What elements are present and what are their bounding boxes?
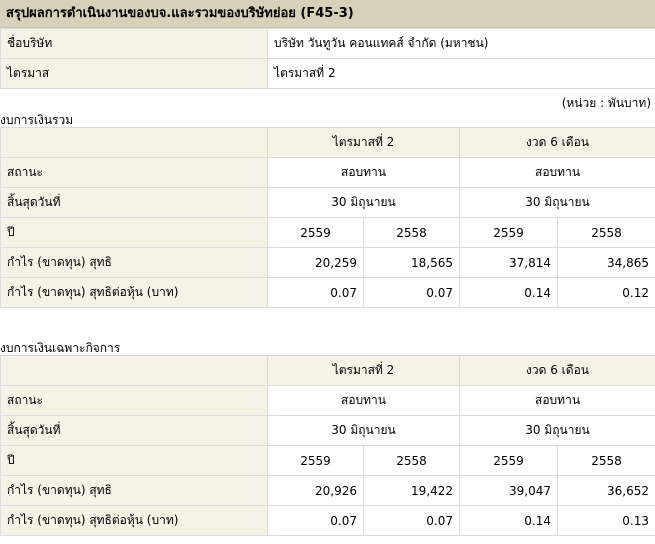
company-info-table: ชื่อบริษัท บริษัท วันทูวัน คอนแทคส์ จำกั…: [0, 28, 655, 89]
eps-cell: 0.14: [459, 505, 559, 536]
company-label: ชื่อบริษัท: [0, 28, 268, 59]
blank-cell: [0, 127, 268, 158]
eps-cell: 0.14: [459, 277, 559, 308]
eps-cell: 0.07: [362, 505, 461, 536]
eps-cell: 0.07: [362, 277, 461, 308]
quarter-label: ไตรมาส: [0, 58, 268, 89]
company-only-heading: งบการเงินเฉพาะกิจการ: [0, 341, 121, 355]
year-cell: 2559: [459, 445, 559, 476]
year-cell: 2558: [362, 445, 461, 476]
eps-label: กำไร (ขาดทุน) สุทธิต่อหุ้น (บาท): [0, 277, 268, 308]
status-row: สถานะ สอบทาน สอบทาน: [0, 157, 655, 188]
profit-cell: 18,565: [362, 247, 461, 278]
enddate-6month: 30 มิถุนายน: [459, 187, 655, 218]
status-label: สถานะ: [0, 157, 268, 188]
year-cell: 2558: [362, 217, 461, 248]
year-row: ปี 2559 2558 2559 2558: [0, 217, 655, 248]
profit-cell: 39,047: [459, 475, 559, 506]
enddate-row: สิ้นสุดวันที่ 30 มิถุนายน 30 มิถุนายน: [0, 415, 655, 446]
unit-note: (หน่วย : พันบาท): [561, 96, 651, 110]
status-label: สถานะ: [0, 385, 268, 416]
year-cell: 2558: [557, 445, 655, 476]
status-6month: สอบทาน: [459, 157, 655, 188]
year-label: ปี: [0, 217, 268, 248]
year-row: ปี 2559 2558 2559 2558: [0, 445, 655, 476]
status-quarter: สอบทาน: [266, 157, 461, 188]
period-6month: งวด 6 เดือน: [459, 355, 655, 386]
year-cell: 2559: [459, 217, 559, 248]
profit-cell: 19,422: [362, 475, 461, 506]
company-row: ชื่อบริษัท บริษัท วันทูวัน คอนแทคส์ จำกั…: [0, 28, 655, 59]
period-quarter: ไตรมาสที่ 2: [266, 127, 461, 158]
blank-cell: [0, 355, 268, 386]
enddate-label: สิ้นสุดวันที่: [0, 187, 268, 218]
year-cell: 2559: [267, 445, 364, 476]
company-only-table: ไตรมาสที่ 2 งวด 6 เดือน สถานะ สอบทาน สอบ…: [0, 355, 655, 536]
status-row: สถานะ สอบทาน สอบทาน: [0, 385, 655, 416]
eps-cell: 0.13: [557, 505, 655, 536]
company-value: บริษัท วันทูวัน คอนแทคส์ จำกัด (มหาชน): [267, 28, 655, 59]
profit-cell: 20,259: [267, 247, 364, 278]
year-cell: 2559: [267, 217, 364, 248]
profit-row: กำไร (ขาดทุน) สุทธิ 20,926 19,422 39,047…: [0, 475, 655, 506]
eps-cell: 0.07: [267, 505, 364, 536]
period-6month: งวด 6 เดือน: [459, 127, 655, 158]
profit-label: กำไร (ขาดทุน) สุทธิ: [0, 247, 268, 278]
period-row: ไตรมาสที่ 2 งวด 6 เดือน: [0, 355, 655, 386]
profit-label: กำไร (ขาดทุน) สุทธิ: [0, 475, 268, 506]
eps-cell: 0.12: [557, 277, 655, 308]
page-title: สรุปผลการดำเนินงานของบจ.และรวมของบริษัทย…: [0, 0, 655, 28]
enddate-row: สิ้นสุดวันที่ 30 มิถุนายน 30 มิถุนายน: [0, 187, 655, 218]
consolidated-table: ไตรมาสที่ 2 งวด 6 เดือน สถานะ สอบทาน สอบ…: [0, 127, 655, 308]
enddate-quarter: 30 มิถุนายน: [266, 415, 461, 446]
quarter-row: ไตรมาส ไตรมาสที่ 2: [0, 58, 655, 89]
enddate-6month: 30 มิถุนายน: [459, 415, 655, 446]
profit-row: กำไร (ขาดทุน) สุทธิ 20,259 18,565 37,814…: [0, 247, 655, 278]
profit-cell: 20,926: [267, 475, 364, 506]
year-cell: 2558: [557, 217, 655, 248]
eps-cell: 0.07: [267, 277, 364, 308]
profit-cell: 34,865: [557, 247, 655, 278]
quarter-value: ไตรมาสที่ 2: [267, 58, 655, 89]
eps-label: กำไร (ขาดทุน) สุทธิต่อหุ้น (บาท): [0, 505, 268, 536]
profit-cell: 37,814: [459, 247, 559, 278]
period-quarter: ไตรมาสที่ 2: [266, 355, 461, 386]
eps-row: กำไร (ขาดทุน) สุทธิต่อหุ้น (บาท) 0.07 0.…: [0, 277, 655, 308]
profit-cell: 36,652: [557, 475, 655, 506]
enddate-label: สิ้นสุดวันที่: [0, 415, 268, 446]
status-quarter: สอบทาน: [266, 385, 461, 416]
consolidated-heading: งบการเงินรวม: [0, 113, 74, 127]
status-6month: สอบทาน: [459, 385, 655, 416]
year-label: ปี: [0, 445, 268, 476]
eps-row: กำไร (ขาดทุน) สุทธิต่อหุ้น (บาท) 0.07 0.…: [0, 505, 655, 536]
enddate-quarter: 30 มิถุนายน: [266, 187, 461, 218]
period-row: ไตรมาสที่ 2 งวด 6 เดือน: [0, 127, 655, 158]
